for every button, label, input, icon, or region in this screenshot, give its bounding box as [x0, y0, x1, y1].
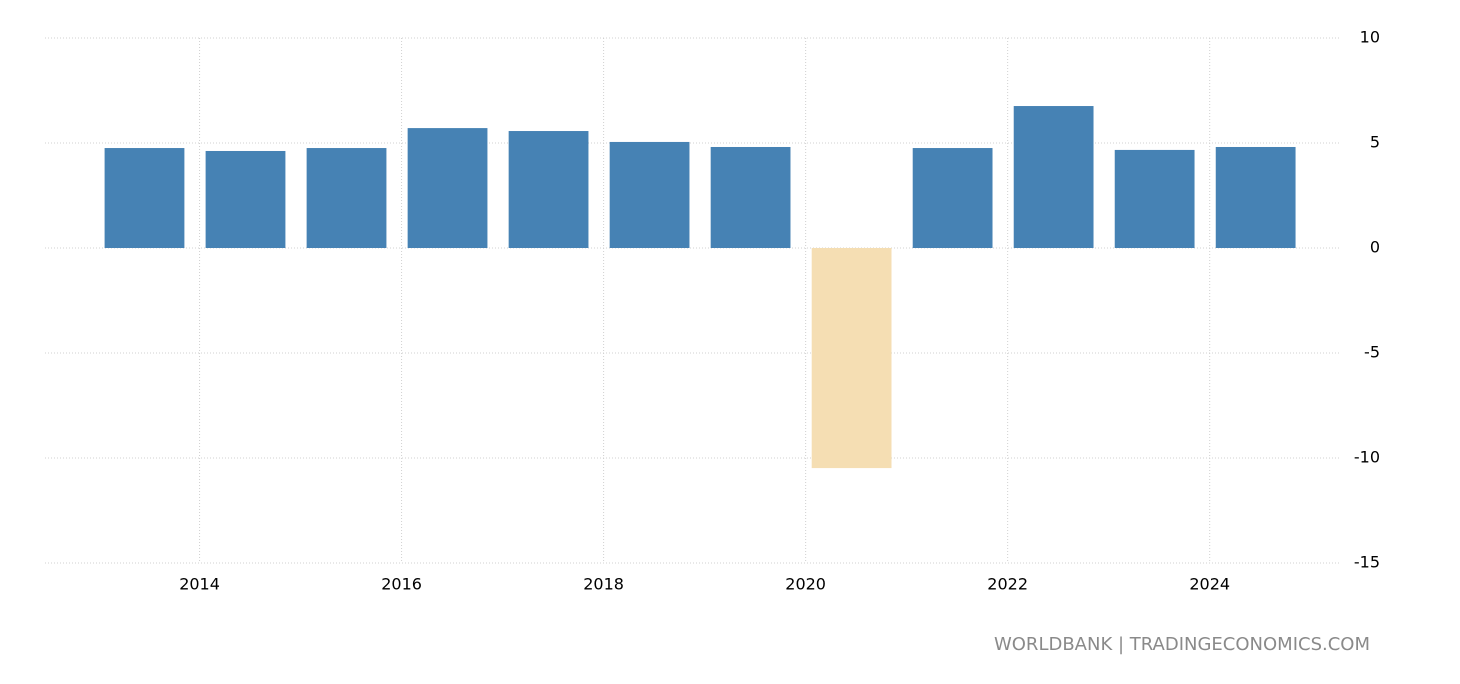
y-tick-label: -5 [1364, 343, 1380, 362]
bar [811, 248, 892, 469]
x-tick-label: 2024 [1189, 575, 1230, 594]
y-tick-label: -15 [1354, 553, 1380, 572]
y-tick-label: 10 [1360, 28, 1380, 47]
bar [104, 148, 185, 248]
bar [407, 128, 488, 248]
y-tick-label: 0 [1370, 238, 1380, 257]
x-tick-label: 2014 [179, 575, 220, 594]
bar [306, 148, 387, 248]
bar [508, 131, 589, 248]
bar [1013, 106, 1094, 248]
y-tick-label: 5 [1370, 133, 1380, 152]
bar [609, 141, 690, 248]
bar [1114, 149, 1195, 248]
bar [710, 146, 791, 248]
x-tick-label: 2020 [785, 575, 826, 594]
x-tick-label: 2016 [381, 575, 422, 594]
bar [912, 148, 993, 248]
bar [205, 150, 286, 248]
x-tick-label: 2018 [583, 575, 624, 594]
x-tick-label: 2022 [987, 575, 1028, 594]
bar [1215, 146, 1296, 248]
source: WORLDBANK | TRADINGECONOMICS.COM [994, 634, 1370, 655]
y-tick-label: -10 [1354, 448, 1380, 467]
